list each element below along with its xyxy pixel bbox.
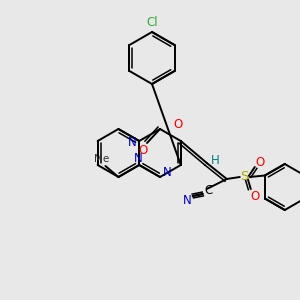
Text: H: H <box>210 154 219 166</box>
Text: O: O <box>250 190 260 202</box>
Text: N: N <box>134 152 142 164</box>
Text: O: O <box>138 145 148 158</box>
Text: N: N <box>182 194 191 206</box>
Text: S: S <box>241 170 249 184</box>
Text: C: C <box>205 184 213 197</box>
Text: Cl: Cl <box>146 16 158 29</box>
Text: O: O <box>255 157 264 169</box>
Text: O: O <box>174 118 183 131</box>
Text: N: N <box>128 136 136 149</box>
Text: Me: Me <box>94 154 109 164</box>
Text: N: N <box>163 166 171 178</box>
